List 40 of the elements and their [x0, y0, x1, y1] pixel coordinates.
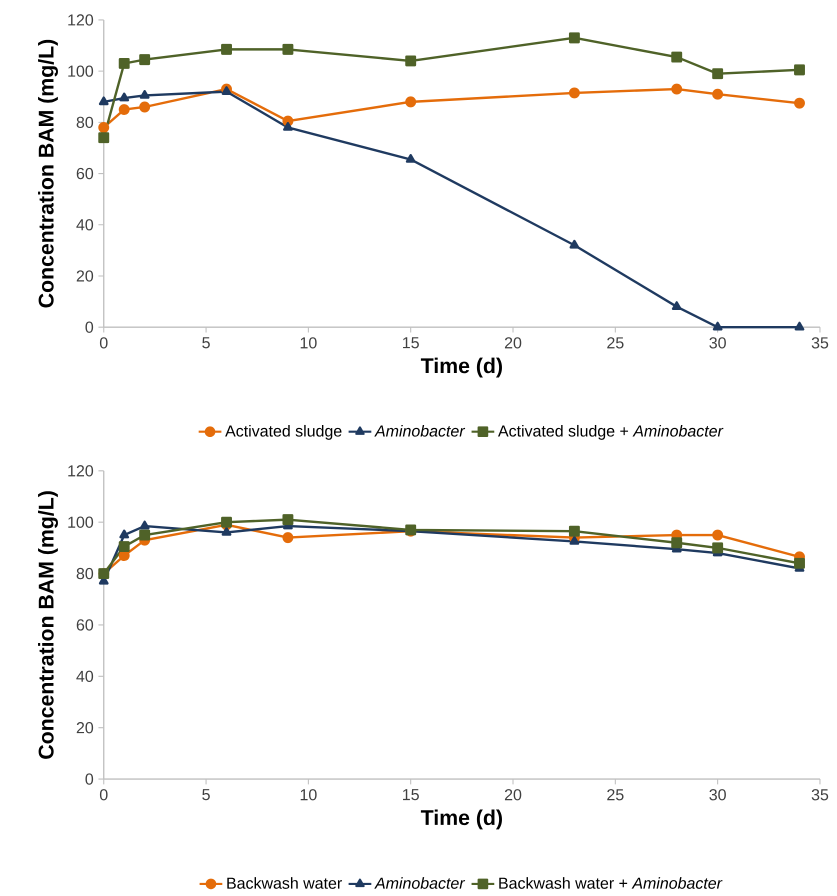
legend-label: Backwash water — [227, 877, 342, 889]
x-tick-label: 30 — [709, 337, 726, 348]
y-tick-label: 100 — [68, 516, 94, 528]
legend-label: Activated sludge — [225, 424, 342, 440]
x-tick-label: 5 — [202, 789, 210, 800]
y-tick-label: 40 — [76, 219, 94, 230]
y-tick-label: 60 — [76, 619, 94, 631]
x-tick-label: 15 — [403, 789, 419, 800]
legend-label: Backwash water + Aminobacter — [499, 877, 723, 889]
y-tick-label: 40 — [76, 670, 94, 682]
y-tick-label: 0 — [86, 322, 94, 333]
x-tick-label: 10 — [300, 337, 317, 348]
x-tick-label: 15 — [403, 337, 419, 348]
y-tick-label: 100 — [68, 66, 94, 77]
y-tick-label: 80 — [76, 568, 94, 580]
y-tick-label: 120 — [68, 14, 94, 26]
y-tick-label: 80 — [76, 116, 94, 128]
x-tick-label: 10 — [300, 789, 317, 800]
y-axis-title: Concentration BAM (mg/L) — [38, 40, 58, 308]
x-tick-label: 30 — [709, 789, 726, 800]
y-tick-label: 20 — [76, 722, 94, 734]
legend-label: Aminobacter — [374, 877, 466, 889]
x-tick-label: 25 — [607, 337, 624, 348]
legend-label: Aminobacter — [374, 424, 466, 437]
y-axis-title: Concentration BAM (mg/L) — [38, 491, 58, 759]
x-tick-label: 0 — [100, 789, 108, 800]
x-tick-label: 20 — [504, 789, 522, 800]
x-tick-label: 35 — [812, 337, 828, 348]
y-tick-label: 120 — [68, 465, 94, 476]
legend-label: Activated sludge + Aminobacter — [498, 424, 724, 440]
x-axis-title: Time (d) — [420, 358, 502, 378]
y-tick-label: 0 — [86, 773, 94, 785]
y-tick-label: 20 — [76, 270, 94, 282]
y-tick-label: 60 — [76, 168, 94, 180]
x-axis-title: Time (d) — [420, 810, 502, 830]
x-tick-label: 5 — [202, 337, 210, 348]
x-tick-label: 0 — [100, 337, 108, 348]
x-tick-label: 25 — [607, 789, 624, 800]
x-tick-label: 35 — [812, 789, 828, 800]
x-tick-label: 20 — [504, 337, 522, 348]
